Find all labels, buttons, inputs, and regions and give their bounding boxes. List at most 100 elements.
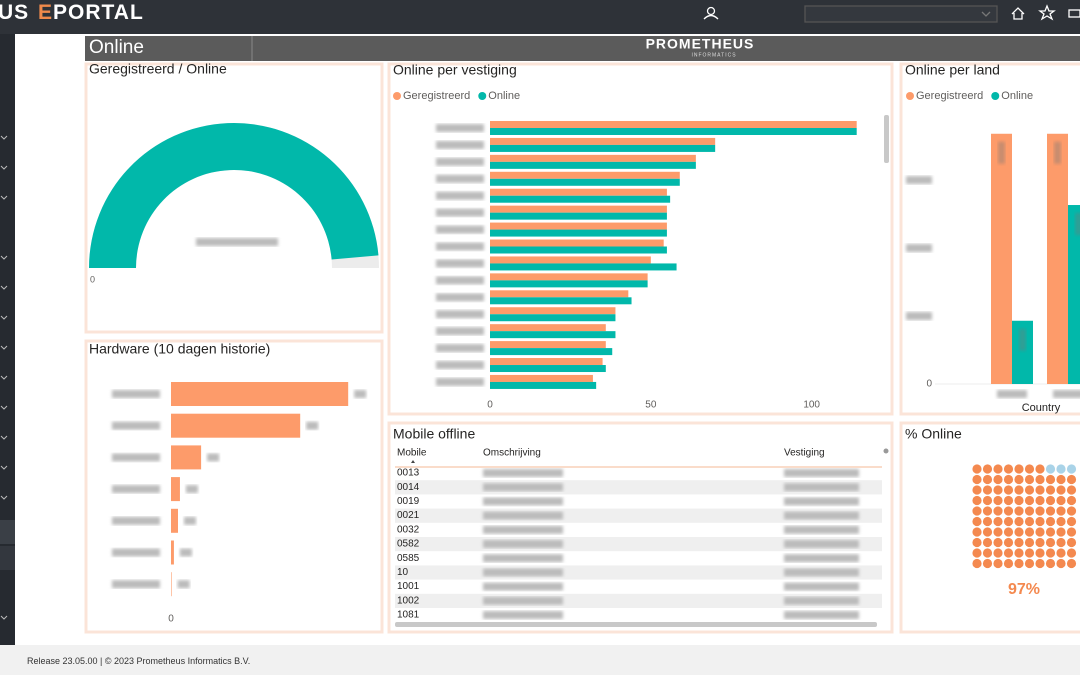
blurred-text — [436, 124, 484, 132]
waffle-dot — [972, 506, 982, 516]
waffle-dot — [1024, 485, 1035, 495]
waffle-dot — [993, 527, 1003, 537]
blurred-text — [784, 540, 859, 548]
blurred-text — [483, 511, 563, 520]
waffle-dot — [1056, 516, 1066, 527]
waffle-dot — [1003, 527, 1014, 537]
user-icon[interactable] — [706, 6, 716, 16]
waffle-dot — [993, 495, 1003, 506]
blurred-text — [784, 554, 859, 563]
blurred-text — [784, 596, 859, 605]
legend-marker — [991, 92, 1000, 100]
waffle-dot — [982, 506, 993, 516]
x-axis-title: Country — [1022, 402, 1061, 414]
waffle-dot — [972, 527, 982, 537]
chevron — [0, 285, 8, 290]
legend-label: Geregistreerd — [916, 90, 983, 102]
legend-label: Geregistreerd — [403, 90, 470, 102]
x-tick-label: 0 — [487, 400, 493, 411]
blurred-text — [112, 580, 160, 589]
waffle-dot — [972, 516, 982, 527]
bar — [490, 297, 632, 305]
waffle-dot — [1003, 464, 1014, 474]
waffle-dot — [1045, 527, 1056, 537]
scrollbar[interactable] — [884, 115, 889, 163]
waffle-dot — [982, 537, 993, 548]
blurred-text — [185, 485, 198, 494]
waffle-dot — [972, 548, 982, 558]
bar — [171, 445, 202, 470]
blurred-text — [436, 225, 484, 234]
scroll-dot — [883, 448, 889, 454]
blurred-text — [436, 293, 484, 302]
bar — [490, 290, 629, 298]
waffle-dot — [972, 537, 982, 548]
panel-title: Mobile offline — [393, 426, 475, 442]
blurred-label — [1019, 328, 1026, 351]
waffle-dot — [1003, 516, 1014, 527]
brand-left: US — [0, 1, 30, 24]
waffle-dot — [1056, 464, 1066, 474]
waffle-dot — [1045, 548, 1056, 558]
waffle-dot — [993, 506, 1003, 516]
chevron — [0, 165, 8, 170]
bar — [490, 144, 716, 152]
home-icon[interactable] — [1011, 7, 1025, 20]
bar — [1047, 133, 1068, 384]
blurred-text — [436, 191, 484, 200]
waffle-dot — [1066, 516, 1077, 527]
sort-icon — [411, 460, 415, 463]
scrollbar[interactable] — [395, 622, 877, 627]
waffle-dot — [993, 474, 1003, 485]
column-header: Omschrijving — [483, 448, 541, 459]
waffle-dot — [982, 495, 993, 506]
waffle-dot — [1024, 495, 1035, 506]
waffle-dot — [982, 474, 993, 485]
blurred-text — [436, 361, 484, 370]
bar — [1068, 205, 1080, 384]
waffle-dot — [1056, 474, 1066, 485]
bar — [490, 222, 667, 230]
panel-title: Online per vestiging — [393, 62, 517, 78]
blurred-text — [483, 568, 563, 577]
bar — [490, 331, 616, 339]
bar — [490, 178, 680, 186]
gauge-min: 0 — [90, 274, 95, 284]
waffle-dot — [993, 558, 1003, 569]
blurred-text — [436, 157, 484, 166]
print-icon[interactable] — [1068, 9, 1080, 18]
cell: 0585 — [397, 553, 420, 564]
legend-marker — [393, 92, 401, 100]
chevron — [0, 405, 8, 410]
bar — [490, 205, 667, 213]
waffle-dot — [1014, 464, 1024, 474]
sidebar-item[interactable] — [0, 520, 15, 544]
footer-bar — [0, 645, 1080, 675]
bar — [490, 246, 667, 254]
waffle-dot — [1035, 474, 1045, 485]
bar — [490, 381, 597, 389]
blurred-text — [784, 483, 859, 492]
waffle-dot — [1003, 495, 1014, 506]
sidebar-item[interactable] — [0, 546, 15, 570]
waffle-dot — [1066, 558, 1077, 569]
chevron — [0, 135, 8, 140]
waffle-dot — [982, 558, 993, 569]
blurred-text — [784, 511, 859, 520]
panel-title: % Online — [905, 426, 962, 442]
search-box[interactable] — [804, 5, 998, 23]
waffle-dot — [972, 558, 982, 569]
waffle-dot — [1045, 537, 1056, 548]
bar — [490, 256, 651, 264]
waffle-dot — [1035, 548, 1045, 558]
legend-label: Online — [488, 90, 520, 102]
top-icons — [703, 4, 1080, 23]
legend-marker — [906, 92, 914, 100]
y-tick-label: 0 — [926, 379, 932, 390]
bar — [490, 229, 667, 237]
waffle-dot — [1066, 474, 1077, 485]
panel-title: Hardware (10 dagen historie) — [89, 341, 270, 357]
star-icon[interactable] — [1038, 4, 1056, 21]
waffle-dot — [1056, 548, 1066, 558]
waffle-dot — [1024, 506, 1035, 516]
